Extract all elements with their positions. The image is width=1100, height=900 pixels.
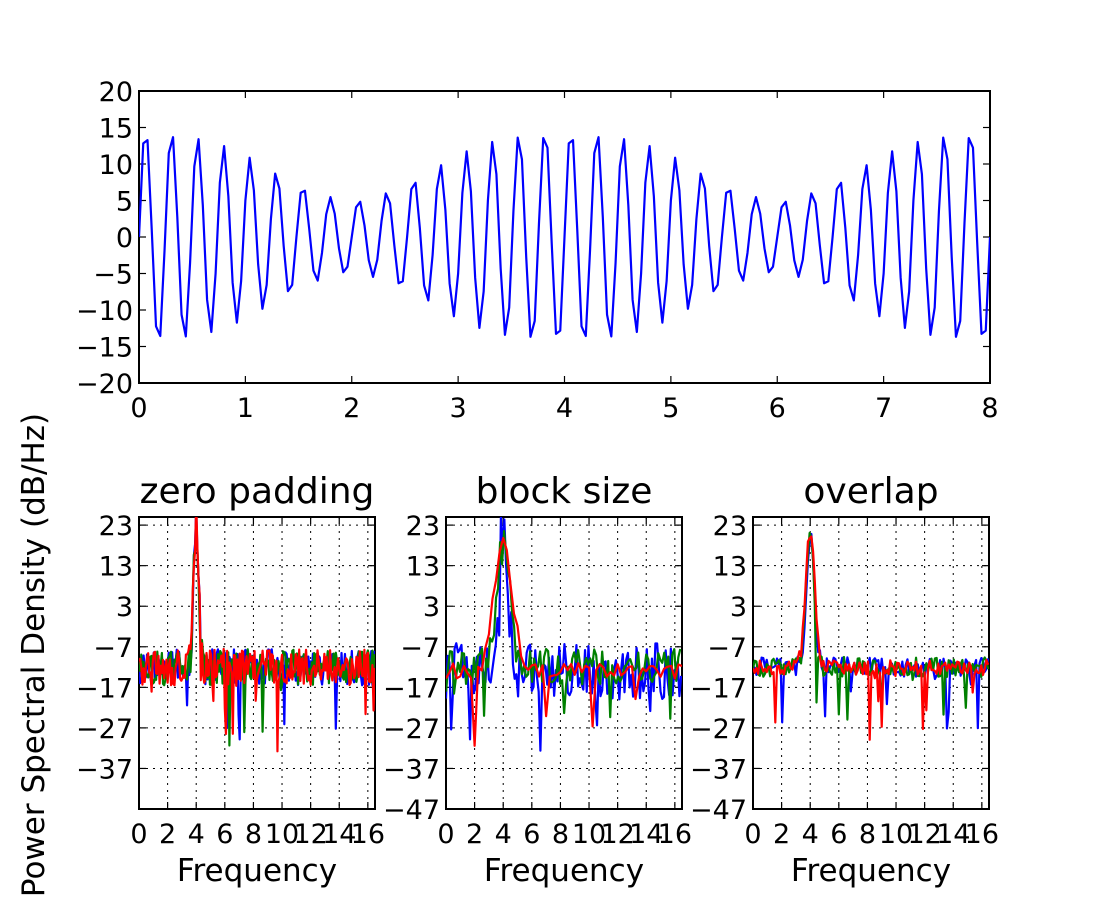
- x-axis-label: Frequency: [484, 853, 644, 889]
- psd-series-line: [753, 535, 989, 741]
- x-tick-label: 1: [237, 393, 254, 424]
- x-tick-label: 8: [245, 819, 262, 850]
- y-tick-label: −7: [707, 633, 747, 664]
- psd-series-line: [753, 531, 989, 721]
- y-tick-label: 10: [99, 150, 133, 181]
- x-tick-label: 2: [159, 819, 176, 850]
- psd-y-axis-label: Power Spectral Density (dB/Hz): [16, 413, 52, 897]
- x-tick-label: 8: [981, 393, 998, 424]
- y-tick-label: −47: [690, 795, 747, 826]
- y-tick-label: 13: [406, 552, 440, 583]
- y-tick-label: −20: [76, 369, 133, 400]
- x-tick-label: 12: [293, 819, 327, 850]
- x-tick-label: 16: [658, 819, 692, 850]
- subplot-title: overlap: [803, 471, 938, 512]
- x-tick-label: 4: [556, 393, 573, 424]
- x-tick-label: 10: [879, 819, 913, 850]
- psd-series-line: [446, 530, 682, 720]
- x-tick-label: 0: [130, 819, 147, 850]
- subplot-title: block size: [476, 471, 653, 512]
- y-tick-label: 13: [99, 552, 133, 583]
- x-tick-label: 14: [936, 819, 970, 850]
- x-tick-label: 2: [343, 393, 360, 424]
- subplot-title: zero padding: [140, 471, 375, 512]
- x-tick-label: 14: [629, 819, 663, 850]
- x-tick-label: 6: [216, 819, 233, 850]
- x-tick-label: 6: [769, 393, 786, 424]
- x-tick-label: 2: [466, 819, 483, 850]
- y-tick-label: 23: [99, 511, 133, 542]
- y-tick-label: −15: [76, 333, 133, 364]
- x-tick-label: 6: [830, 819, 847, 850]
- y-tick-label: 15: [99, 114, 133, 145]
- x-tick-label: 8: [552, 819, 569, 850]
- x-tick-label: 0: [437, 819, 454, 850]
- axes-frame: [445, 516, 683, 810]
- y-tick-label: −27: [690, 714, 747, 745]
- x-tick-label: 7: [875, 393, 892, 424]
- y-tick-label: 23: [713, 511, 747, 542]
- psd-series-line: [139, 517, 375, 753]
- x-axis-label: Frequency: [177, 853, 337, 889]
- axes-frame: [752, 516, 990, 810]
- x-tick-label: 14: [322, 819, 356, 850]
- x-tick-label: 10: [265, 819, 299, 850]
- y-tick-label: −47: [383, 795, 440, 826]
- y-tick-label: 23: [406, 511, 440, 542]
- x-tick-label: 8: [859, 819, 876, 850]
- x-tick-label: 4: [188, 819, 205, 850]
- y-tick-label: −17: [76, 673, 133, 704]
- y-tick-label: −7: [400, 633, 440, 664]
- psd-series-line: [139, 517, 375, 741]
- x-tick-label: 4: [495, 819, 512, 850]
- x-tick-label: 0: [130, 393, 147, 424]
- y-tick-label: −37: [76, 754, 133, 785]
- x-tick-label: 12: [600, 819, 634, 850]
- y-tick-label: −17: [383, 673, 440, 704]
- x-axis-label: Frequency: [791, 853, 951, 889]
- x-tick-label: 4: [802, 819, 819, 850]
- y-tick-label: 3: [730, 592, 747, 623]
- psd-series-line: [446, 536, 682, 747]
- x-tick-label: 6: [523, 819, 540, 850]
- time-signal-chart: 0 1 2 3 4 5 6 7 8 20 15 10 5 0 −5 −10 −15 −20: [76, 77, 999, 424]
- x-tick-label: 10: [572, 819, 606, 850]
- y-tick-label: 5: [116, 187, 133, 218]
- x-tick-label: 5: [662, 393, 679, 424]
- x-tick-label: 0: [744, 819, 761, 850]
- y-tick-label: 0: [116, 223, 133, 254]
- x-tick-label: 12: [907, 819, 941, 850]
- y-tick-label: −17: [690, 673, 747, 704]
- y-tick-label: −27: [383, 714, 440, 745]
- y-tick-label: 20: [99, 77, 133, 108]
- y-tick-label: −27: [76, 714, 133, 745]
- y-tick-label: 13: [713, 552, 747, 583]
- x-tick-label: 2: [773, 819, 790, 850]
- y-tick-label: −37: [690, 754, 747, 785]
- y-tick-label: −37: [383, 754, 440, 785]
- x-tick-label: 16: [351, 819, 385, 850]
- y-tick-label: 3: [116, 592, 133, 623]
- y-tick-label: −5: [93, 260, 133, 291]
- x-tick-label: 16: [965, 819, 999, 850]
- y-tick-label: 3: [423, 592, 440, 623]
- signal-line: [139, 136, 990, 338]
- psd-series-line: [446, 517, 682, 752]
- x-tick-label: 3: [450, 393, 467, 424]
- y-tick-label: −10: [76, 296, 133, 327]
- y-tick-label: −7: [93, 633, 133, 664]
